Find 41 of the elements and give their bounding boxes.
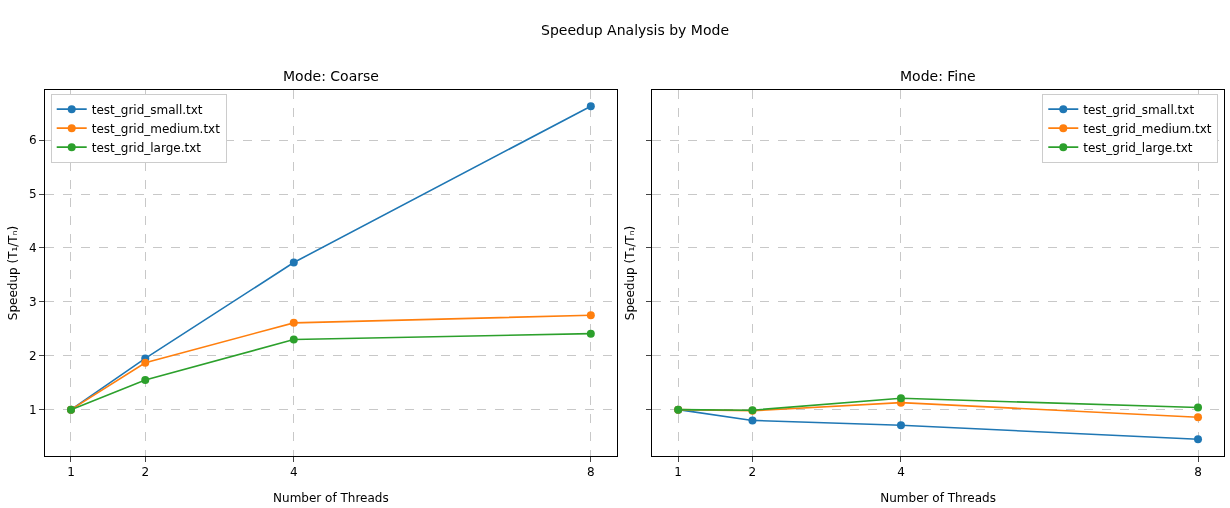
point (1194, 435, 1203, 444)
point (1194, 403, 1203, 412)
legend-label: test_grid_medium.txt (91, 121, 221, 136)
y-tick-label: 6 (28, 133, 37, 148)
y-tick-label: 2 (28, 348, 37, 363)
x-tick-label: 1 (67, 465, 75, 480)
chart-title: Mode: Fine (900, 68, 976, 84)
legend-label: test_grid_medium.txt (1083, 121, 1212, 136)
y-tick-label: 4 (28, 241, 37, 256)
y-axis-title: Speedup (T₁/Tₙ) (6, 225, 21, 321)
y-axis-title: Speedup (T₁/Tₙ) (623, 225, 638, 321)
x-tick-label: 4 (897, 465, 905, 480)
legend-label: test_grid_large.txt (91, 140, 202, 155)
x-tick-label: 4 (289, 465, 298, 480)
point (141, 376, 150, 384)
point (896, 421, 905, 430)
point (748, 416, 757, 425)
point (289, 335, 298, 344)
text: Speedup Analysis by Mode (541, 22, 729, 38)
point (586, 311, 595, 320)
point (1194, 413, 1203, 422)
x-tick-label: 1 (674, 465, 682, 480)
legend-label: test_grid_large.txt (1083, 140, 1193, 155)
chart-title: Mode: Coarse (283, 68, 379, 84)
x-tick-label: 2 (141, 465, 150, 480)
point (289, 318, 298, 327)
point (896, 394, 905, 403)
x-tick-label: 8 (1194, 465, 1202, 480)
y-tick-label: 3 (28, 295, 37, 310)
point (141, 358, 150, 367)
y-tick-label: 1 (28, 402, 37, 417)
legend-label: test_grid_small.txt (91, 102, 203, 117)
y-tick-label: 5 (28, 187, 37, 202)
x-tick-label: 2 (748, 465, 757, 480)
point (586, 329, 595, 338)
x-axis-title: Number of Threads (273, 491, 389, 506)
point (289, 258, 298, 267)
x-axis-title: Number of Threads (880, 491, 996, 506)
x-tick-label: 8 (587, 465, 595, 480)
legend-label: test_grid_small.txt (1083, 102, 1195, 117)
point (586, 102, 595, 111)
